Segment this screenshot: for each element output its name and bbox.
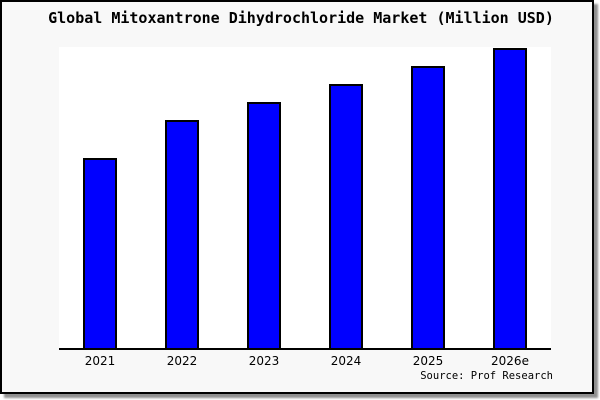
bar-2026e <box>493 47 527 348</box>
bar-slot-2023 <box>223 47 305 348</box>
x-tick-label-2023: 2023 <box>248 354 280 368</box>
x-tick-label-2024: 2024 <box>330 354 362 368</box>
bar-slot-2021 <box>59 47 141 348</box>
bar-slot-2024 <box>305 47 387 348</box>
bar-2021 <box>83 158 117 348</box>
bar-slot-2026e <box>469 47 551 348</box>
x-tick-label-2021: 2021 <box>84 354 116 368</box>
x-tick-label-2025: 2025 <box>412 354 444 368</box>
x-tick-label-2022: 2022 <box>166 354 198 368</box>
chart-frame: Global Mitoxantrone Dihydrochloride Mark… <box>0 0 594 394</box>
chart-title: Global Mitoxantrone Dihydrochloride Mark… <box>48 9 554 27</box>
bar-2025 <box>411 65 445 348</box>
bar-slot-2025 <box>387 47 469 348</box>
bar-slot-2022 <box>141 47 223 348</box>
bar-2023 <box>247 101 281 348</box>
bar-2024 <box>329 83 363 348</box>
plot-area <box>59 47 551 350</box>
bar-2022 <box>165 119 199 348</box>
x-tick-label-2026e: 2026e <box>491 354 529 368</box>
x-axis-labels: 2021 2022 2023 2024 2025 2026e <box>59 354 551 368</box>
source-credit: Source: Prof Research <box>420 370 553 382</box>
